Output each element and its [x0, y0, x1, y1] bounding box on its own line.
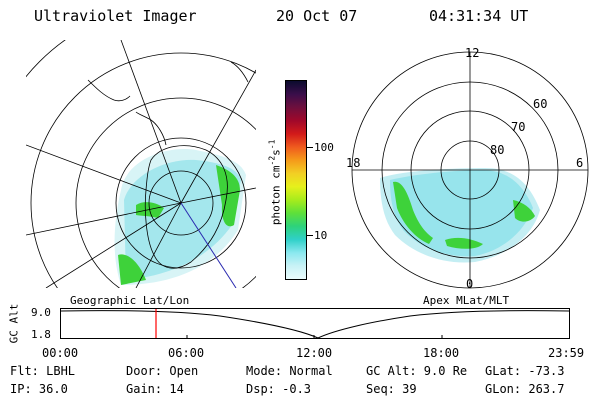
timeline-ytick-1: 1.8 [31, 328, 51, 341]
colorbar-tick-10 [307, 235, 313, 236]
colorbar-gradient [285, 80, 307, 280]
timeline-xtick-1800: 18:00 [423, 346, 460, 360]
left-map-caption: Geographic Lat/Lon [70, 294, 190, 307]
instrument-title: Ultraviolet Imager [34, 7, 197, 25]
mlat-label-60: 60 [533, 97, 548, 111]
glon-value: GLon: 263.7 [485, 382, 565, 396]
mlt-label-18: 18 [346, 156, 361, 170]
ip-value: IP: 36.0 [10, 382, 68, 396]
colorbar [285, 80, 307, 280]
colorbar-tick-100 [307, 147, 313, 148]
geographic-map [26, 40, 256, 288]
timeline-xtick-0000: 00:00 [42, 346, 79, 360]
mlat-label-80: 80 [490, 143, 505, 157]
door-value: Door: Open [126, 364, 199, 378]
dsp-value: Dsp: -0.3 [246, 382, 312, 396]
mode-value: Mode: Normal [246, 364, 333, 378]
colorbar-unit-exp1: -2 [267, 155, 277, 166]
colorbar-unit-text: photon cm [269, 165, 283, 226]
colorbar-unit: photon cm-2s-1 [268, 117, 283, 247]
gain-value: Gain: 14 [126, 382, 184, 396]
mlt-label-12: 12 [465, 46, 480, 60]
filter-value: Flt: LBHL [10, 364, 76, 378]
timeline-xtick-0600: 06:00 [168, 346, 205, 360]
colorbar-unit-mid: s [269, 149, 283, 156]
timeline-xtick-1200: 12:00 [296, 346, 333, 360]
mlt-label-6: 6 [576, 156, 584, 170]
mlat-label-70: 70 [511, 120, 526, 134]
polar-mlt-map [351, 51, 589, 289]
observation-time: 04:31:34 UT [429, 7, 529, 25]
colorbar-unit-exp2: -1 [267, 139, 277, 150]
observation-date: 20 Oct 07 [276, 7, 358, 25]
timeline-axis-label: GC Alt [7, 303, 21, 344]
seq-value: Seq: 39 [366, 382, 417, 396]
mlt-label-0: 0 [466, 277, 474, 291]
right-map-caption: Apex MLat/MLT [423, 294, 510, 307]
glat-value: GLat: -73.3 [485, 364, 565, 378]
timeline-xtick-2359: 23:59 [548, 346, 585, 360]
gc-altitude-timeline [60, 308, 570, 339]
gc-alt-value: GC Alt: 9.0 Re [366, 364, 468, 378]
colorbar-label-100: 100 [314, 141, 334, 154]
timeline-ytick-9: 9.0 [31, 306, 51, 319]
colorbar-label-10: 10 [314, 229, 328, 242]
